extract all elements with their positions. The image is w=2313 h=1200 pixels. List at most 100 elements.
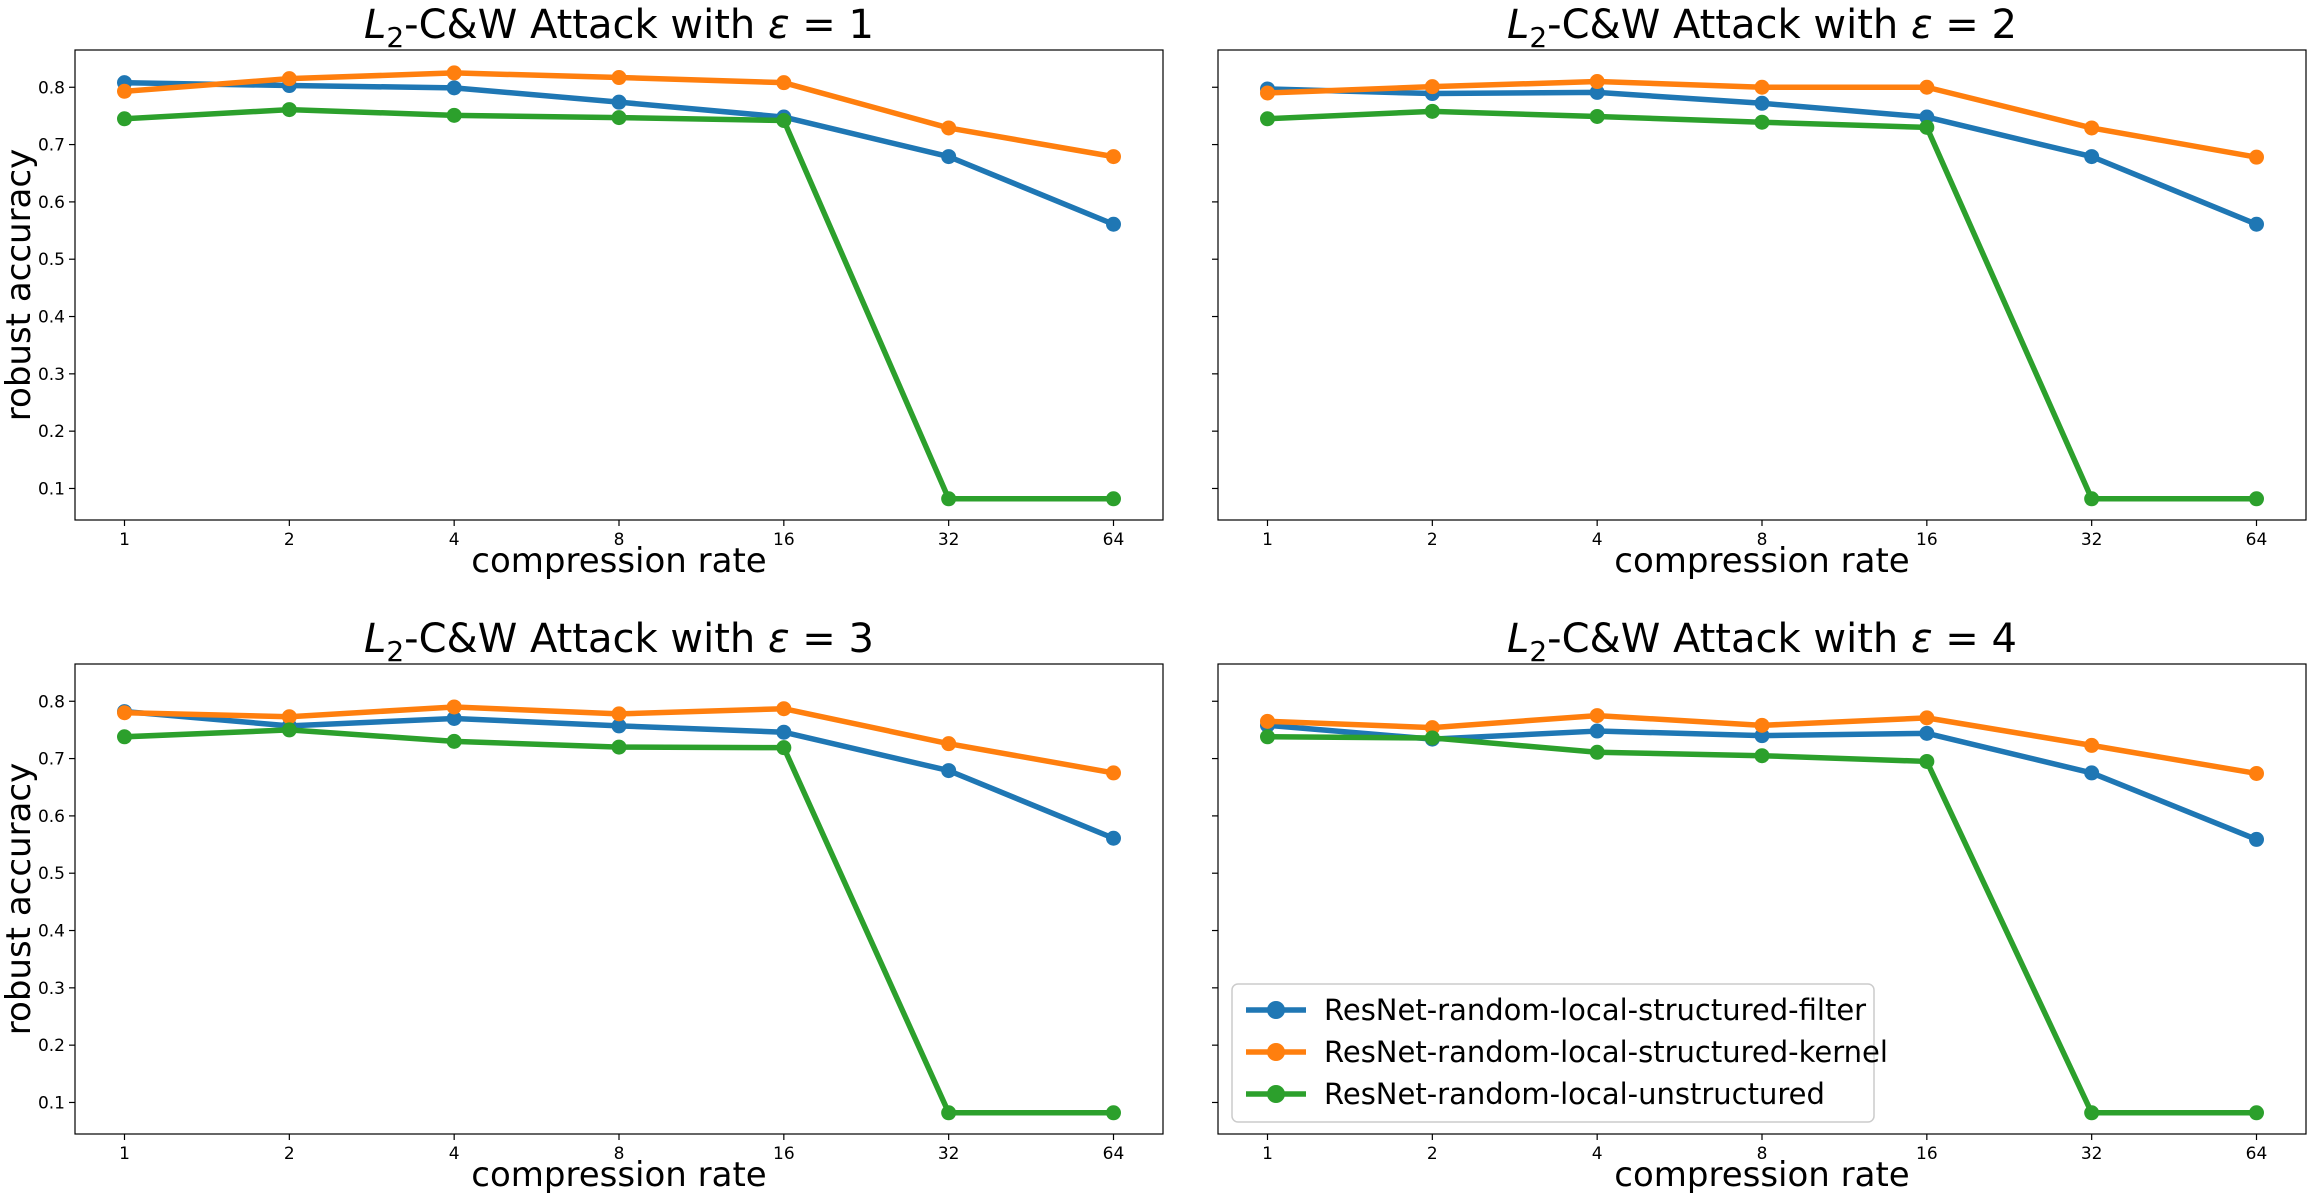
title-subscript: 2 [1529,21,1547,54]
data-point [941,1105,957,1121]
x-tick-label: 32 [938,1144,960,1164]
x-tick-label: 64 [2246,1144,2268,1164]
data-point [776,113,792,128]
series-2 [117,65,1121,165]
x-tick-label: 2 [1427,530,1438,550]
x-tick-label: 8 [614,530,625,550]
data-point [941,736,957,752]
data-point [1754,728,1770,744]
title-variable: L [364,2,386,48]
x-tick-label: 4 [449,1144,460,1164]
x-tick-label: 64 [1103,1144,1125,1164]
x-tick-label: 16 [773,530,795,550]
series-line [124,727,1114,1116]
data-point [2084,765,2100,781]
x-tick-label: 16 [1916,1144,1938,1164]
y-tick-label: 0.1 [38,1093,65,1113]
data-point [1919,109,1935,125]
title-text: -C&W Attack with [1547,616,1911,662]
data-point [117,83,132,99]
y-axis-label: robust accuracy [0,763,39,1035]
title-value: = 3 [790,616,874,662]
data-point [1754,95,1770,111]
title-subscript: 2 [1529,635,1547,668]
series-3 [1260,103,2264,507]
data-point [2249,216,2264,232]
y-tick-label: 0.3 [38,979,65,999]
data-point [1589,108,1605,124]
legend-label: ResNet-random-local-structured-kernel [1324,1035,1888,1069]
x-tick-label: 2 [284,1144,295,1164]
x-tick-label: 4 [1592,1144,1603,1164]
legend-item: ResNet-random-local-unstructured [1246,1077,1825,1111]
data-point [117,705,132,721]
data-point [1106,216,1121,232]
title-variable: L [1507,616,1529,662]
x-tick-label: 8 [1757,530,1768,550]
data-point [446,65,462,81]
series-3 [117,722,1121,1121]
data-point [1754,114,1770,130]
title-symbol: ε [768,616,790,662]
title-subscript: 2 [386,21,404,54]
legend-label: ResNet-random-local-structured-filter [1324,993,1866,1027]
data-point [1589,708,1605,724]
x-tick-label: 4 [1592,530,1603,550]
legend-label: ResNet-random-local-unstructured [1324,1077,1825,1111]
chart-panel-2: L2-C&W Attack with ε = 21 2 4 8 16 32 64compre… [1212,2,2307,581]
data-point [941,763,957,779]
title-value: = 4 [1933,616,2017,662]
data-point [2084,491,2100,507]
x-tick-label: 1 [1262,1144,1273,1164]
data-point [1754,717,1770,733]
data-point [1424,730,1440,746]
y-tick-label: 0.5 [38,250,65,270]
x-tick-label: 8 [1757,1144,1768,1164]
data-point [2249,765,2264,781]
data-point [776,724,792,740]
x-tick-label: 2 [284,530,295,550]
data-point [611,110,627,126]
data-point [446,710,462,726]
data-point [776,701,792,717]
x-tick-label: 32 [2081,1144,2103,1164]
legend-box [1231,983,1875,1123]
data-point [1589,723,1605,739]
data-point [1919,710,1935,726]
data-point [2084,120,2100,136]
data-point [1919,119,1935,135]
data-point [281,709,297,725]
y-tick-label: 0.3 [38,365,65,385]
data-point [776,740,792,756]
data-point [281,722,297,738]
title-subscript: 2 [386,635,404,668]
series-2 [1260,708,2264,781]
series-1 [117,75,1121,232]
series-3 [117,102,1121,507]
x-tick-label: 2 [1427,1144,1438,1164]
x-tick-label: 1 [119,1144,130,1164]
y-tick-label: 0.4 [38,922,65,942]
data-point [1106,830,1121,846]
data-point [446,699,462,715]
data-point [611,706,627,722]
x-axis-label: compression rate [1614,541,1909,581]
data-point [941,491,957,507]
title-symbol: ε [1911,2,1933,48]
y-tick-label: 0.2 [38,1036,65,1056]
data-point [1424,720,1440,736]
series-line [124,106,1114,502]
series-1 [1260,81,2264,232]
data-point [117,729,132,745]
data-point [1919,725,1935,741]
x-tick-label: 64 [1103,530,1125,550]
data-point [1919,753,1935,769]
legend-marker [1267,1001,1285,1019]
x-tick-label: 1 [119,530,130,550]
data-point [1260,729,1275,745]
y-tick-label: 0.8 [38,78,65,98]
series-line [1267,108,2257,502]
data-point [1260,85,1275,101]
data-point [2084,1105,2100,1121]
data-point [1260,111,1275,127]
